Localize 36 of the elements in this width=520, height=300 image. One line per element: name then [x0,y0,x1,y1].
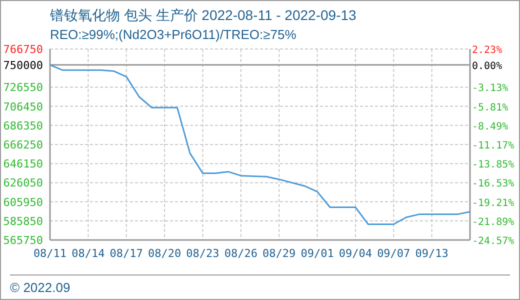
x-tick-label: 08/14 [72,247,106,260]
y2-tick-label: -5.81% [472,102,508,114]
y2-tick-label: -16.53% [472,178,514,190]
y2-tick-label: 2.23% [472,45,502,56]
y-tick-label: 626050 [3,176,43,190]
y-tick-label: 585850 [3,214,43,228]
y2-tick-label: -3.13% [472,83,508,94]
x-tick-label: 09/04 [338,247,372,260]
y2-tick-label: -13.85% [472,160,514,171]
y2-tick-label: 0.00% [472,60,502,72]
y2-tick-label: -24.57% [472,236,514,247]
x-tick-label: 08/11 [33,247,67,260]
y2-tick-label: -21.89% [472,216,514,228]
y-tick-label: 605950 [3,196,43,209]
y2-tick-label: -8.49% [472,121,508,132]
y-tick-label: 706450 [3,100,43,114]
y2-tick-label: -19.21% [472,198,514,209]
x-tick-label: 08/26 [224,247,258,260]
y-tick-label: 726550 [3,81,43,94]
y-tick-label: 646150 [3,158,43,171]
x-tick-label: 08/29 [262,247,296,260]
x-tick-label: 08/20 [148,247,182,260]
y-tick-label: 766750 [3,43,43,56]
chart-title: 镨钕氧化物 包头 生产价 2022-08-11 - 2022-09-13 [49,7,357,23]
y-tick-label: 750000 [3,58,43,72]
x-tick-label: 09/01 [300,247,334,260]
x-tick-label: 09/13 [415,247,448,260]
chart-subtitle: REO:≥99%;(Nd2O3+Pr6O11)/TREO:≥75% [50,27,297,42]
text: © 2022.09 [10,280,70,295]
x-tick-label: 08/23 [186,247,220,260]
x-tick-label: 08/17 [110,247,143,260]
y-tick-label: 666250 [3,138,43,152]
x-tick-label: 09/07 [377,247,410,260]
y-tick-label: 565750 [3,234,43,247]
y2-tick-label: -11.17% [472,140,514,152]
y-tick-label: 686350 [3,119,43,132]
